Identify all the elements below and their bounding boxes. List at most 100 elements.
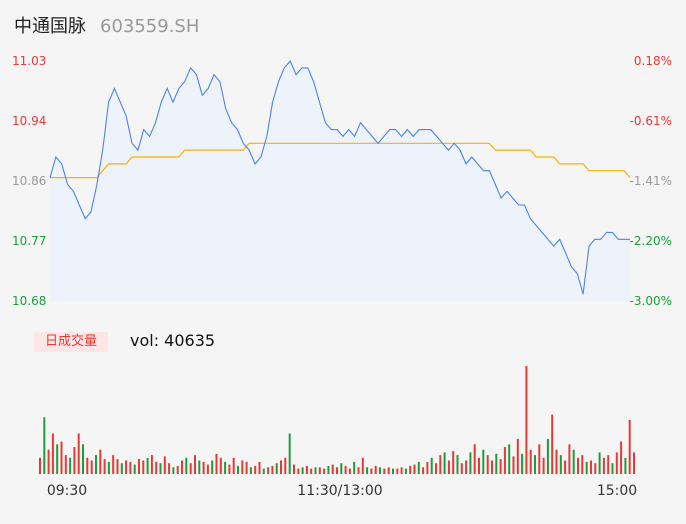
volume-bar xyxy=(275,463,278,474)
volume-bar xyxy=(409,465,412,474)
volume-bar xyxy=(215,453,218,475)
chart-header: 中通国脉 603559.SH xyxy=(14,12,199,40)
volume-bar xyxy=(387,467,390,475)
volume-bar xyxy=(43,417,46,474)
volume-bar xyxy=(465,460,468,474)
volume-bar xyxy=(314,467,317,475)
price-tick-label: 10.77 xyxy=(12,234,46,248)
time-tick-label: 09:30 xyxy=(47,483,87,499)
volume-bar xyxy=(602,457,605,474)
volume-bar xyxy=(284,457,287,474)
volume-bar xyxy=(503,447,506,474)
volume-bar xyxy=(404,468,407,474)
volume-bar xyxy=(611,463,614,474)
price-tick-label: 11.03 xyxy=(12,54,46,68)
volume-bar xyxy=(168,463,171,474)
percent-tick-label: -2.20% xyxy=(630,234,672,248)
volume-bar xyxy=(150,455,153,474)
volume-bar xyxy=(120,463,123,474)
volume-bar xyxy=(60,441,63,474)
volume-bar xyxy=(129,461,132,475)
volume-bar xyxy=(534,455,536,474)
volume-bar xyxy=(473,444,476,474)
volume-bar xyxy=(538,444,541,474)
volume-bar xyxy=(568,444,571,474)
volume-bar xyxy=(624,457,627,474)
volume-bar xyxy=(447,460,450,474)
volume-bar xyxy=(280,460,282,474)
volume-bar xyxy=(310,468,313,474)
volume-bar xyxy=(344,465,347,474)
volume-bar xyxy=(56,444,59,474)
volume-bar xyxy=(379,467,381,475)
volume-bar xyxy=(495,453,498,475)
volume-bar xyxy=(237,465,239,474)
time-tick-label: 15:00 xyxy=(597,483,637,499)
volume-bar xyxy=(628,420,631,474)
volume-bar xyxy=(383,468,386,474)
volume-bar xyxy=(95,455,97,474)
volume-readout: vol: 40635 xyxy=(130,331,216,350)
volume-bar xyxy=(69,457,72,474)
volume-bar xyxy=(594,463,597,474)
volume-bar xyxy=(336,467,338,475)
volume-bar xyxy=(577,457,579,474)
volume-bar xyxy=(82,444,84,474)
volume-bar xyxy=(267,467,270,475)
volume-bar xyxy=(116,459,119,474)
volume-bar xyxy=(172,467,175,475)
volume-bar xyxy=(491,460,493,474)
average-price-line xyxy=(50,142,631,179)
volume-bar xyxy=(361,457,364,474)
volume-bar xyxy=(293,464,295,474)
volume-bar xyxy=(585,461,588,475)
volume-bar xyxy=(125,460,128,474)
volume-bar xyxy=(77,433,80,474)
volume-bar xyxy=(112,455,115,474)
volume-bar xyxy=(47,449,50,474)
volume-bar xyxy=(396,468,399,474)
volume-bar xyxy=(366,467,369,475)
volume-bar xyxy=(607,455,610,474)
volume-bar xyxy=(430,457,433,474)
volume-bar xyxy=(353,461,356,475)
volume-bar xyxy=(555,449,558,474)
volume-bar xyxy=(297,468,300,474)
volume-bar xyxy=(159,463,162,474)
percent-tick-label: -3.00% xyxy=(630,294,672,308)
volume-bar xyxy=(348,468,351,474)
axis-labels: 11.03 10.94 10.86 10.77 10.68 0.18% -0.61% -1.4… xyxy=(12,54,672,499)
stock-name: 中通国脉 xyxy=(14,16,86,37)
volume-bar xyxy=(219,457,222,474)
volume-bar xyxy=(198,460,201,474)
volume-bar xyxy=(478,457,480,474)
volume-bar xyxy=(331,464,334,474)
volume-bar xyxy=(228,464,231,474)
volume-bar xyxy=(551,414,554,474)
volume-bar xyxy=(318,467,321,475)
volume-bar xyxy=(529,449,532,474)
volume-bar xyxy=(460,463,463,474)
volume-bar xyxy=(249,467,252,475)
volume-bar xyxy=(572,449,575,474)
volume-bar xyxy=(181,460,183,474)
price-panel xyxy=(49,59,631,301)
volume-bar xyxy=(155,461,158,475)
volume-bar xyxy=(232,457,235,474)
volume-bar xyxy=(202,461,205,475)
volume-bar xyxy=(258,461,261,475)
price-tick-label: 10.68 xyxy=(12,294,46,308)
volume-bar xyxy=(564,460,567,474)
volume-bar xyxy=(189,463,192,474)
volume-bar xyxy=(245,461,248,475)
volume-bar xyxy=(340,463,343,474)
volume-bar xyxy=(546,438,549,474)
volume-bar xyxy=(163,456,166,474)
volume-bar xyxy=(107,461,110,475)
volume-bar xyxy=(73,447,76,474)
volume-tab-label[interactable]: 日成交量 xyxy=(34,332,108,352)
volume-bar xyxy=(323,468,326,474)
volume-bar xyxy=(456,455,459,474)
volume-bar xyxy=(194,455,196,474)
